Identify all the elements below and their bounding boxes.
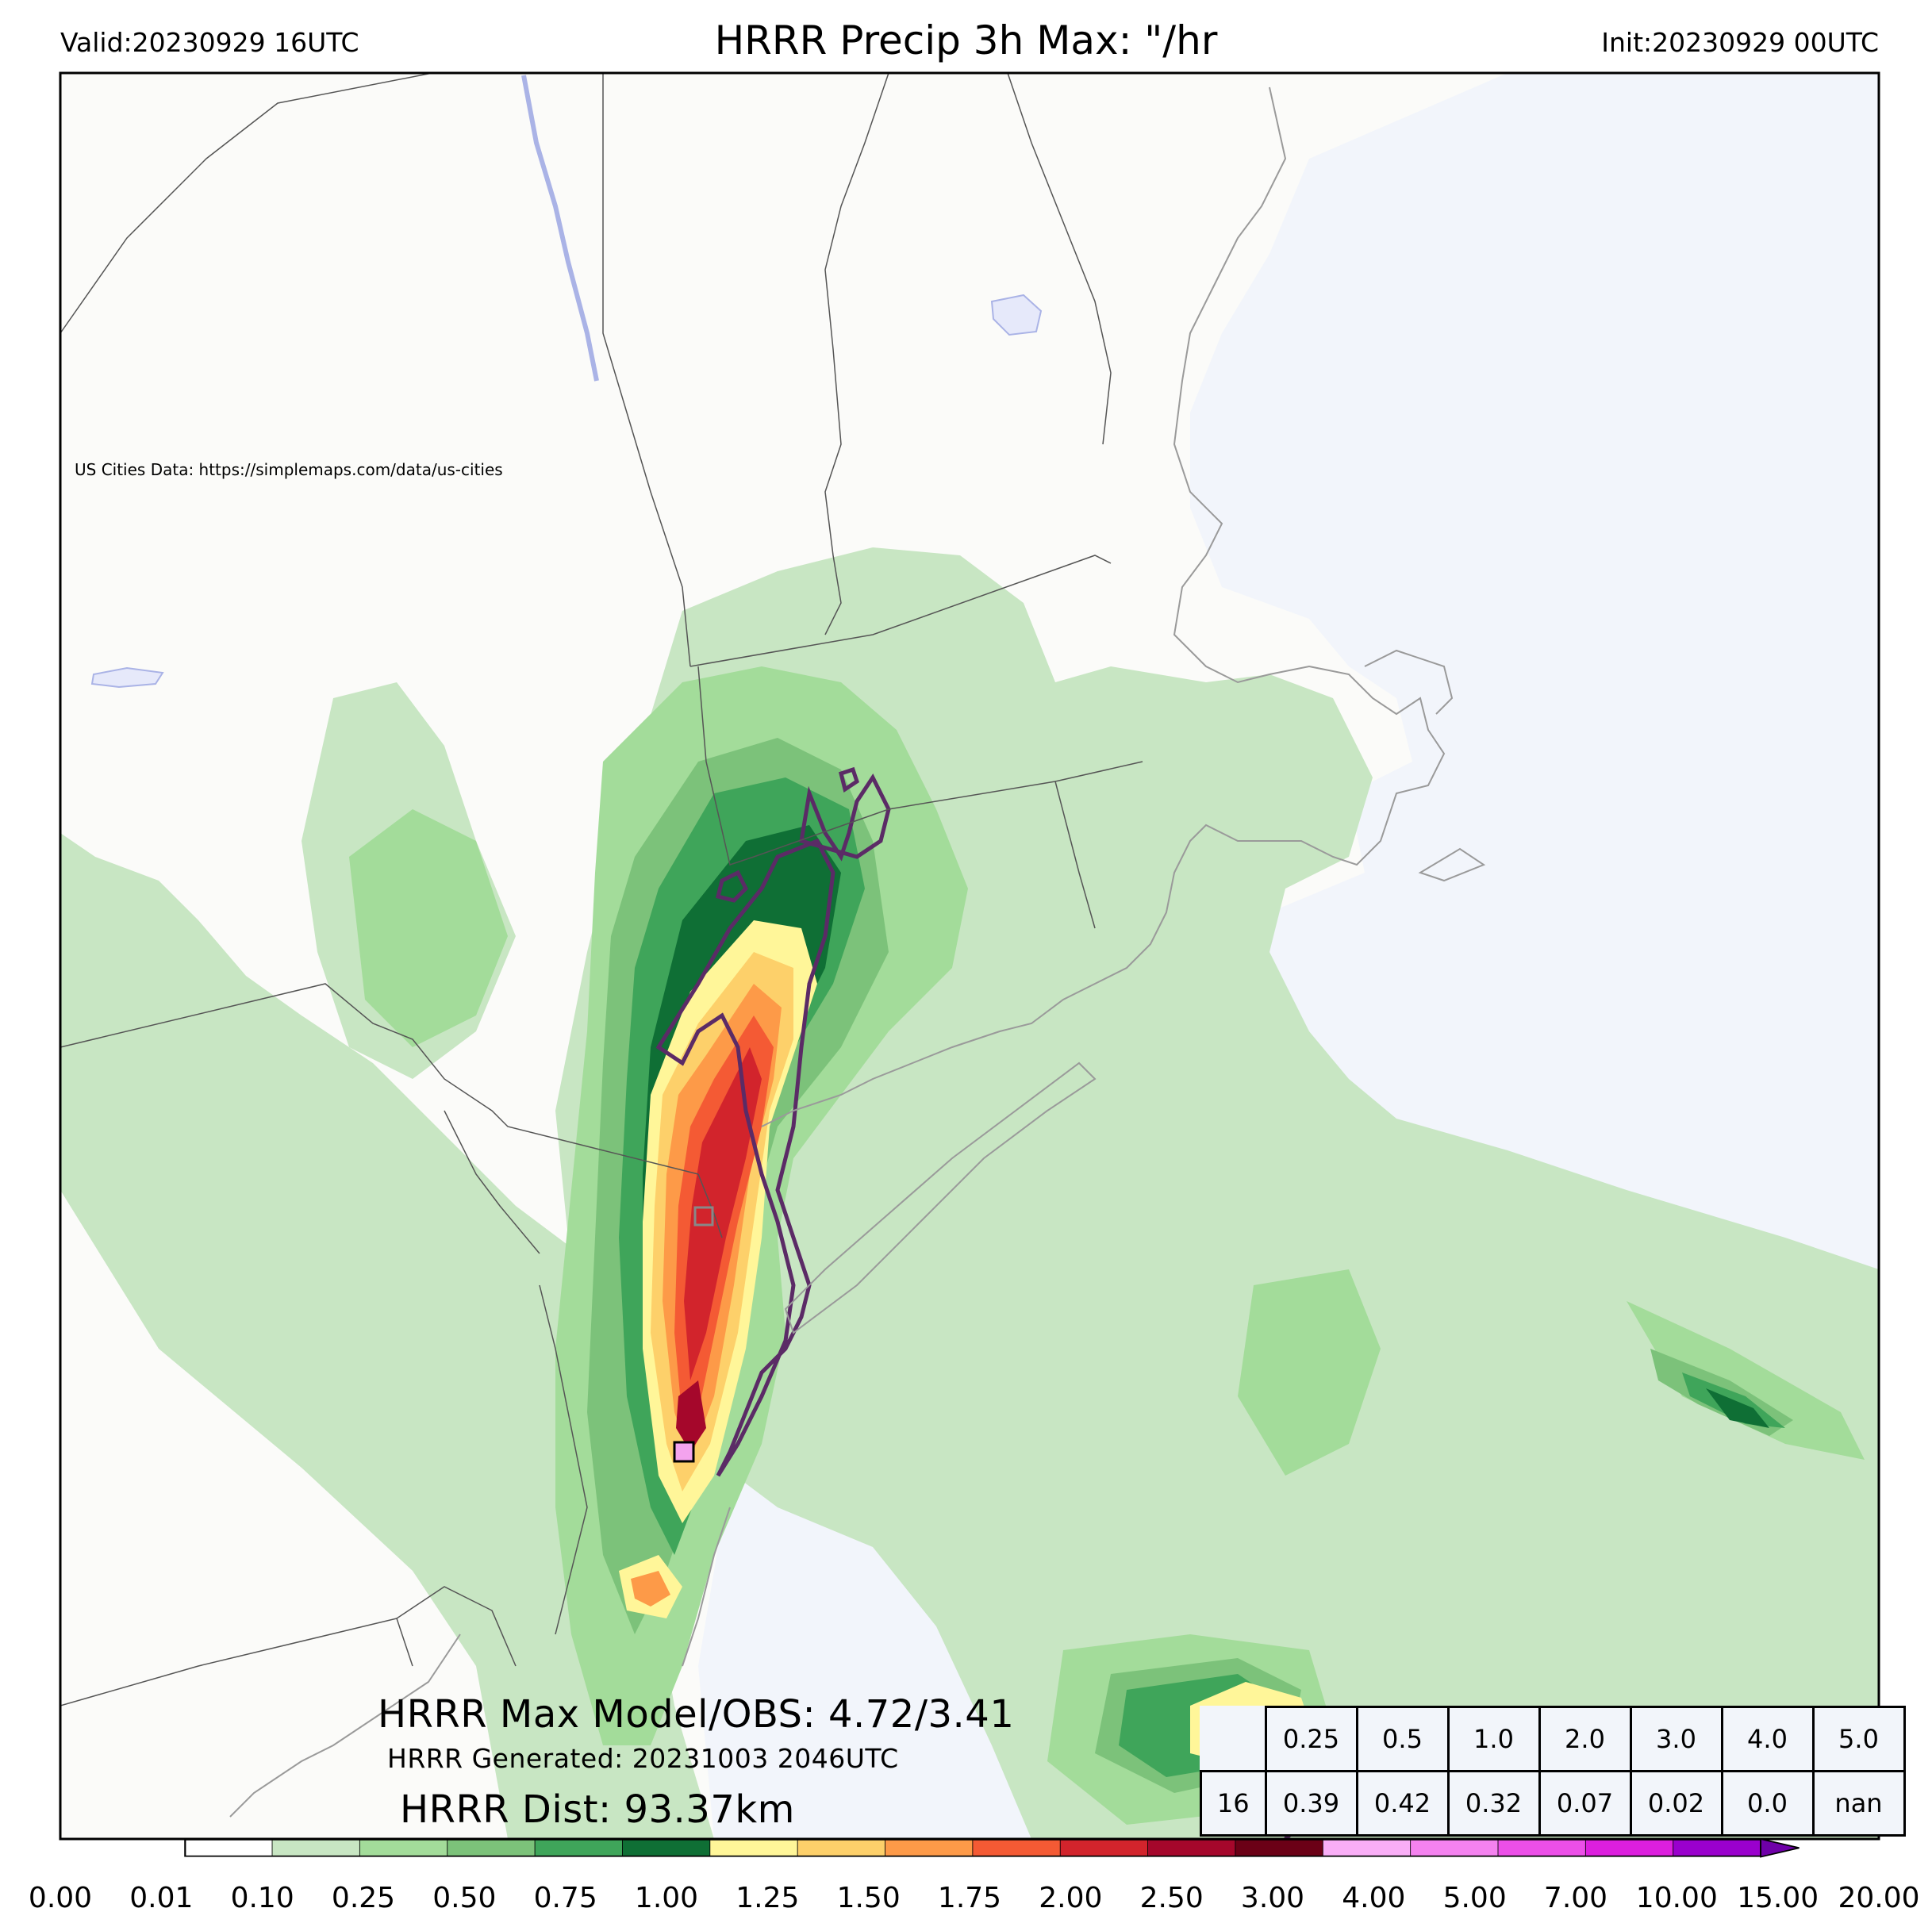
colorbar-segment (709, 1839, 798, 1857)
value-cell: 0.07 (1538, 1770, 1632, 1837)
lake-champlain (521, 75, 599, 382)
colorbar-segment (1585, 1839, 1674, 1857)
colorbar-tick-label: 0.25 (331, 1882, 396, 1914)
colorbar-tick-label: 5.00 (1442, 1882, 1507, 1914)
threshold-cell: 0.25 (1264, 1706, 1358, 1772)
threshold-row: 0.25 0.5 1.0 2.0 3.0 4.0 5.0 (1201, 1706, 1906, 1772)
colorbar-tick-label: 1.75 (937, 1882, 1002, 1914)
colorbar-segment (359, 1839, 448, 1857)
obs-contour (839, 766, 859, 793)
table-corner (1201, 1707, 1266, 1772)
colorbar-tick-label: 0.01 (129, 1882, 194, 1914)
colorbar-tick-label: 10.00 (1635, 1882, 1718, 1914)
colorbar-segment (972, 1839, 1061, 1857)
colorbar-tick-label: 1.25 (736, 1882, 800, 1914)
hrrr-distance: HRRR Dist: 93.37km (400, 1787, 795, 1832)
colorbar-segment (1060, 1839, 1149, 1857)
threshold-cell: 2.0 (1538, 1706, 1632, 1772)
colorbar-tick-label: 4.00 (1342, 1882, 1406, 1914)
colorbar-tick-label: 0.00 (28, 1882, 93, 1914)
colorbar-segment (797, 1839, 885, 1857)
colorbar-segment (272, 1839, 360, 1857)
obs-contour (799, 774, 891, 862)
colorbar (184, 1839, 1799, 1858)
colorbar-tick-label: 0.50 (432, 1882, 497, 1914)
threshold-cell: 3.0 (1629, 1706, 1723, 1772)
generated-time: HRRR Generated: 20231003 2046UTC (387, 1743, 899, 1774)
data-credit: US Cities Data: https://simplemaps.com/d… (75, 460, 503, 479)
chart-title: HRRR Precip 3h Max: "/hr (714, 17, 1218, 63)
value-row: 16 0.39 0.42 0.32 0.07 0.02 0.0 nan (1200, 1770, 1906, 1837)
colorbar-tick-label: 1.50 (836, 1882, 901, 1914)
threshold-cell: 0.5 (1355, 1706, 1450, 1772)
state-boundaries (60, 73, 1143, 1706)
lake (990, 294, 1043, 336)
colorbar-tick-label: 2.50 (1139, 1882, 1204, 1914)
row-label-cell: 16 (1200, 1770, 1267, 1837)
threshold-cell: 5.0 (1811, 1706, 1906, 1772)
colorbar-extend-arrow (1760, 1839, 1799, 1858)
colorbar-segment (885, 1839, 974, 1857)
colorbar-segment (622, 1839, 711, 1857)
colorbar-segment (447, 1839, 536, 1857)
colorbar-tick-label: 3.00 (1240, 1882, 1305, 1914)
colorbar-tick-label: 0.75 (533, 1882, 597, 1914)
max-model-obs: HRRR Max Model/OBS: 4.72/3.41 (378, 1692, 1015, 1737)
colorbar-segment (1673, 1839, 1761, 1857)
threshold-cell: 4.0 (1720, 1706, 1815, 1772)
colorbar-tick-label: 2.00 (1039, 1882, 1103, 1914)
colorbar-tick-label: 0.10 (230, 1882, 294, 1914)
colorbar-segment (535, 1839, 623, 1857)
colorbar-segment (1235, 1839, 1323, 1857)
colorbar-segment (184, 1839, 273, 1857)
colorbar-tick-label: 7.00 (1543, 1882, 1608, 1914)
value-cell: 0.39 (1264, 1770, 1358, 1837)
colorbar-tick-label: 1.00 (634, 1882, 699, 1914)
value-cell: 0.42 (1355, 1770, 1450, 1837)
value-cell: 0.32 (1446, 1770, 1541, 1837)
colorbar-tick-label: 20.00 (1838, 1882, 1920, 1914)
obs-contour (715, 870, 749, 903)
colorbar-segment (1147, 1839, 1236, 1857)
colorbar-segment (1498, 1839, 1586, 1857)
threshold-table: 0.25 0.5 1.0 2.0 3.0 4.0 5.0 16 0.39 0.4… (1200, 1706, 1906, 1837)
value-cell: nan (1811, 1770, 1906, 1837)
threshold-cell: 1.0 (1446, 1706, 1541, 1772)
coastline (229, 86, 1486, 1818)
lake (90, 666, 164, 689)
value-cell: 0.0 (1720, 1770, 1815, 1837)
colorbar-segment (1323, 1839, 1412, 1857)
obs-station-marker (693, 1206, 714, 1227)
max-location-marker (673, 1441, 695, 1463)
init-time: Init:20230929 00UTC (1601, 27, 1879, 58)
valid-time: Valid:20230929 16UTC (60, 27, 359, 58)
value-cell: 0.02 (1629, 1770, 1723, 1837)
colorbar-segment (1410, 1839, 1499, 1857)
colorbar-tick-label: 15.00 (1737, 1882, 1819, 1914)
